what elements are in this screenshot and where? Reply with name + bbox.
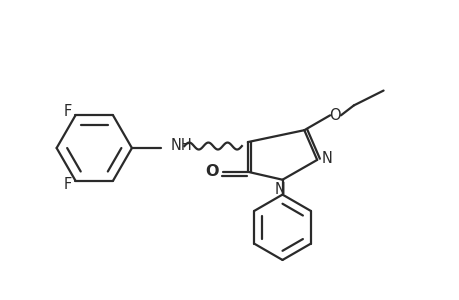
Text: F: F bbox=[63, 177, 72, 192]
Text: O: O bbox=[205, 164, 218, 179]
Text: N: N bbox=[274, 182, 285, 197]
Text: O: O bbox=[329, 108, 340, 123]
Text: NH: NH bbox=[170, 137, 192, 152]
Text: N: N bbox=[321, 152, 332, 166]
Text: F: F bbox=[63, 104, 72, 119]
